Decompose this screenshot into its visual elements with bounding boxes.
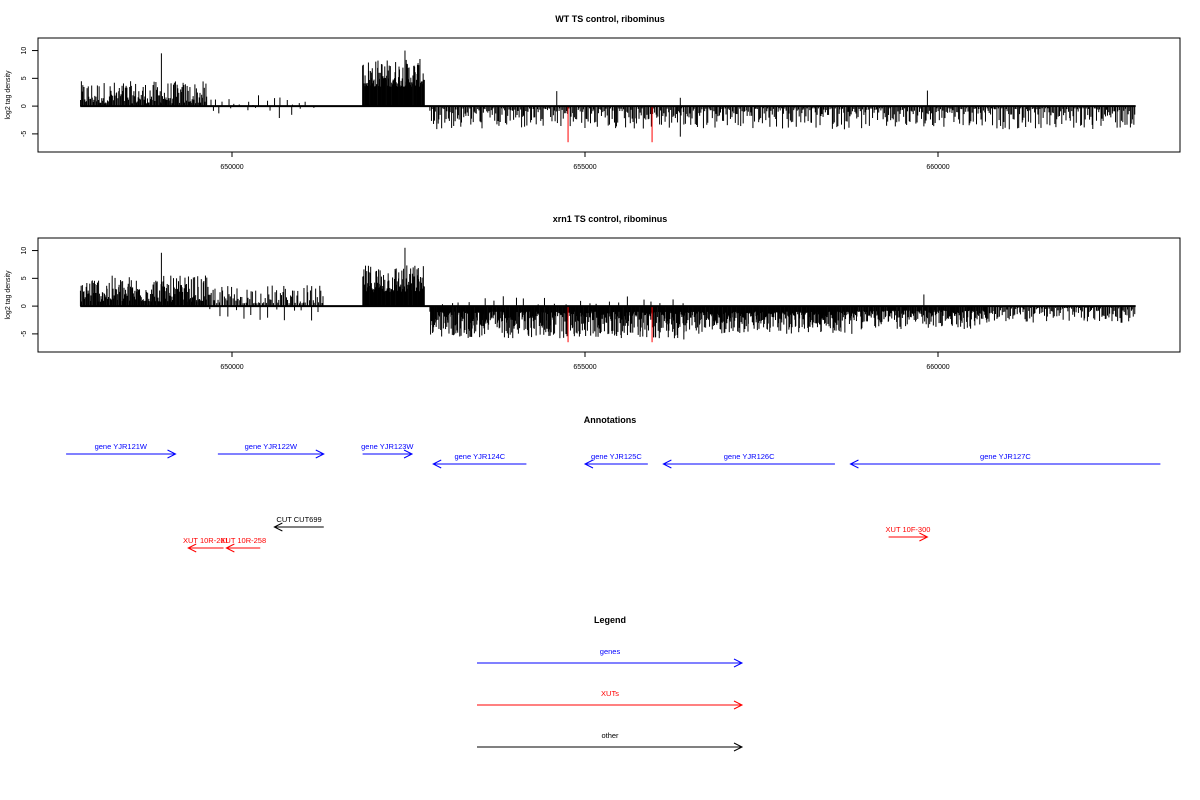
annotation-genes: gene YJR126C (662, 452, 835, 469)
x-axis: 650000 655000 660000 (220, 351, 950, 371)
annotation-arrow-head (273, 522, 283, 532)
legend-panel: Legend genes XUTs other (477, 615, 744, 752)
legend-title: Legend (594, 615, 626, 625)
legend-label: other (601, 731, 619, 740)
annotation-label: gene YJR123W (361, 442, 414, 451)
annotation-genes: gene YJR121W (66, 442, 177, 459)
annotation-label: gene YJR126C (724, 452, 775, 461)
highlight-bars-layer (567, 106, 653, 143)
annotation-arrow-head (315, 449, 325, 459)
annotation-label: gene YJR124C (454, 452, 505, 461)
y-axis: -5 0 5 10 (21, 47, 39, 137)
annotation-label: gene YJR122W (245, 442, 298, 451)
annotation-arrow-head (662, 459, 672, 469)
y-tick-label: 10 (21, 247, 28, 255)
annotation-arrow-head (167, 449, 177, 459)
annotation-label: XUT 10R-261 (183, 536, 229, 545)
panel-title: WT TS control, ribominus (555, 14, 665, 24)
y-axis: -5 0 5 10 (21, 247, 39, 337)
x-tick-label: 655000 (573, 164, 596, 171)
annotation-label: gene YJR121W (95, 442, 148, 451)
annotation-arrow-head (225, 543, 235, 553)
y-tick-label: -5 (21, 331, 28, 337)
y-tick-label: 5 (21, 276, 28, 280)
annotation-xuts: XUT 10R-258 (220, 536, 266, 553)
annotation-genes: gene YJR125C (583, 452, 648, 469)
annotation-xuts: XUT 10F-300 (886, 525, 931, 542)
annotation-arrow-head (187, 543, 197, 553)
y-axis-label: log2 tag density (5, 70, 12, 120)
xrn1-ts-control-panel: xrn1 TS control, ribominus log2 tag dens… (5, 214, 1181, 371)
legend-entry-genes: genes (477, 647, 744, 668)
annotation-arrow-head (432, 459, 442, 469)
annotation-genes: gene YJR124C (432, 452, 527, 469)
annotations-panel: Annotations gene YJR121W gene YJR122W gene… (66, 415, 1161, 553)
x-tick-label: 660000 (926, 364, 949, 371)
x-axis: 650000 655000 660000 (220, 151, 950, 171)
y-tick-label: -5 (21, 131, 28, 137)
annotation-label: CUT CUT699 (276, 515, 321, 524)
plot-frame (37, 37, 1181, 153)
peaks-layer (160, 50, 928, 137)
y-tick-label: 0 (21, 104, 28, 108)
x-tick-label: 655000 (573, 364, 596, 371)
annotation-xuts: XUT 10R-261 (183, 536, 229, 553)
annotation-items: gene YJR121W gene YJR122W gene YJR123W gene… (66, 442, 1161, 553)
peaks-layer (160, 247, 925, 340)
legend-items: genes XUTs other (477, 647, 744, 752)
legend-entry-other: other (477, 731, 744, 752)
highlight-bars-layer (567, 306, 653, 343)
annotation-arrow-head (919, 532, 929, 542)
x-tick-label: 660000 (926, 164, 949, 171)
x-tick-label: 650000 (220, 164, 243, 171)
bars-layer (80, 58, 1136, 130)
wt-ts-control-panel: WT TS control, ribominus log2 tag densit… (5, 14, 1181, 171)
legend-entry-xuts: XUTs (477, 689, 744, 710)
annotation-label: gene YJR127C (980, 452, 1031, 461)
y-tick-label: 0 (21, 304, 28, 308)
annotation-genes: gene YJR127C (849, 452, 1161, 469)
y-tick-label: 5 (21, 76, 28, 80)
annotation-other: CUT CUT699 (273, 515, 324, 532)
y-tick-label: 10 (21, 47, 28, 55)
legend-arrow-head (733, 658, 744, 668)
annotation-genes: gene YJR123W (361, 442, 414, 459)
panel-title: xrn1 TS control, ribominus (553, 214, 668, 224)
annotation-arrow-head (583, 459, 594, 469)
bars-layer (79, 265, 1136, 339)
x-tick-label: 650000 (220, 364, 243, 371)
legend-label: XUTs (601, 689, 619, 698)
annotations-title: Annotations (584, 415, 637, 425)
annotation-genes: gene YJR122W (217, 442, 325, 459)
legend-arrow-head (733, 700, 744, 710)
annotation-label: gene YJR125C (591, 452, 642, 461)
annotation-label: XUT 10R-258 (220, 536, 266, 545)
y-axis-label: log2 tag density (5, 270, 12, 320)
annotation-arrow-head (403, 449, 414, 459)
legend-label: genes (600, 647, 621, 656)
annotation-arrow-head (849, 459, 859, 469)
annotation-label: XUT 10F-300 (886, 525, 931, 534)
legend-arrow-head (733, 742, 744, 752)
